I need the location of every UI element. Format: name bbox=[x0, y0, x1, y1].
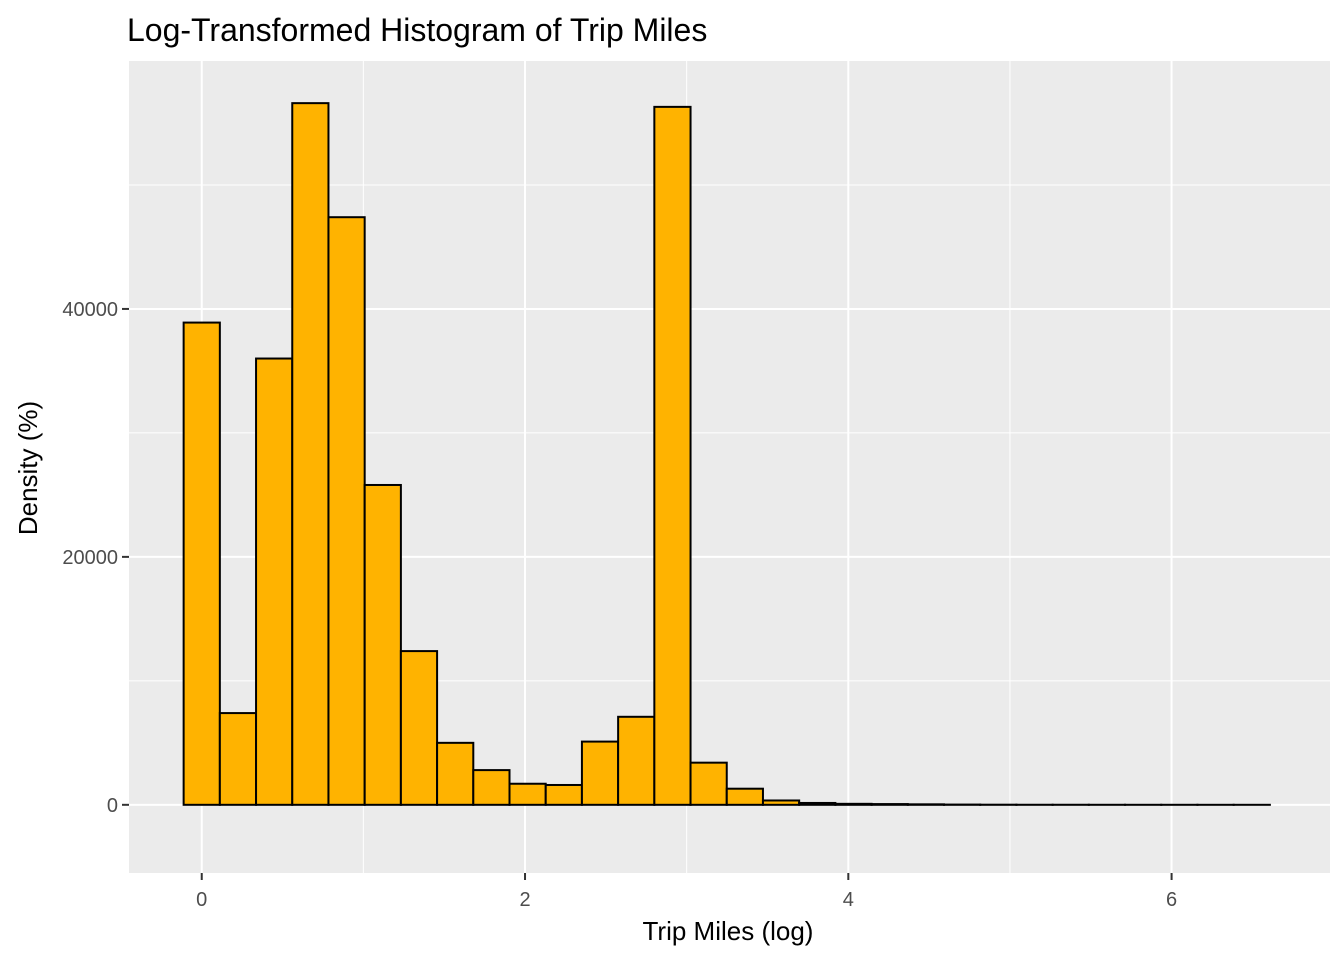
histogram-bar bbox=[218, 712, 258, 806]
histogram-bar bbox=[291, 102, 330, 806]
histogram-bar bbox=[399, 650, 439, 806]
x-axis-title: Trip Miles (log) bbox=[643, 916, 814, 946]
histogram-bar bbox=[436, 741, 475, 806]
x-axis: 0 2 4 6 bbox=[196, 873, 1177, 911]
histogram-bar bbox=[870, 803, 909, 806]
histogram-bar bbox=[617, 715, 656, 806]
histogram-bar bbox=[182, 321, 221, 806]
histogram-bar bbox=[798, 801, 837, 806]
histogram-bar bbox=[327, 216, 366, 806]
histogram-bar bbox=[255, 357, 294, 806]
histogram-bar bbox=[544, 783, 583, 806]
x-tick-label: 4 bbox=[843, 889, 854, 911]
x-tick-label: 2 bbox=[519, 889, 530, 911]
histogram-bar bbox=[580, 740, 620, 806]
histogram-bar bbox=[653, 105, 692, 806]
histogram-bar bbox=[689, 761, 728, 806]
histogram-bars bbox=[182, 102, 1271, 806]
histogram-bar bbox=[725, 787, 764, 806]
chart-title: Log-Transformed Histogram of Trip Miles bbox=[127, 12, 707, 48]
histogram-bar bbox=[834, 802, 873, 806]
y-axis-title: Density (%) bbox=[13, 401, 43, 535]
histogram-bar bbox=[508, 782, 547, 806]
x-tick-label: 6 bbox=[1166, 889, 1177, 911]
histogram-bar bbox=[761, 799, 801, 806]
y-tick-label: 20000 bbox=[62, 547, 118, 569]
histogram-bar bbox=[363, 483, 402, 806]
y-tick-label: 40000 bbox=[62, 299, 118, 321]
histogram-bar bbox=[472, 769, 511, 806]
y-tick-label: 0 bbox=[107, 795, 118, 817]
y-axis: 0 20000 40000 bbox=[62, 299, 129, 817]
x-tick-label: 0 bbox=[196, 889, 207, 911]
